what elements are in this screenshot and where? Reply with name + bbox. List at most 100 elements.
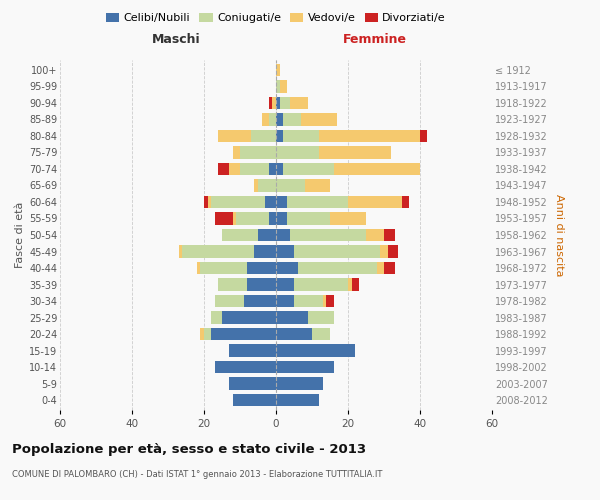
Bar xyxy=(283,113,301,126)
Bar xyxy=(269,163,276,175)
Bar xyxy=(377,262,384,274)
Bar xyxy=(258,180,276,192)
Bar xyxy=(294,278,348,290)
Bar xyxy=(294,246,380,258)
Bar xyxy=(348,196,402,208)
Bar xyxy=(283,130,319,142)
Bar xyxy=(276,246,294,258)
Bar xyxy=(388,246,398,258)
Bar xyxy=(276,344,355,357)
Bar xyxy=(265,196,276,208)
Bar xyxy=(229,378,276,390)
Bar xyxy=(204,328,211,340)
Bar xyxy=(420,130,427,142)
Bar xyxy=(308,312,334,324)
Bar xyxy=(276,212,287,224)
Bar xyxy=(301,113,337,126)
Bar xyxy=(262,113,269,126)
Bar xyxy=(276,113,283,126)
Bar xyxy=(254,246,276,258)
Text: Femmine: Femmine xyxy=(343,33,407,46)
Bar xyxy=(283,163,334,175)
Bar xyxy=(276,130,283,142)
Text: COMUNE DI PALOMBARO (CH) - Dati ISTAT 1° gennaio 2013 - Elaborazione TUTTITALIA.: COMUNE DI PALOMBARO (CH) - Dati ISTAT 1°… xyxy=(12,470,382,479)
Bar xyxy=(402,196,409,208)
Bar xyxy=(229,344,276,357)
Bar xyxy=(276,262,298,274)
Bar xyxy=(305,180,330,192)
Bar xyxy=(276,163,283,175)
Bar xyxy=(326,295,334,307)
Bar xyxy=(384,229,395,241)
Bar xyxy=(276,96,280,109)
Bar xyxy=(269,96,272,109)
Bar xyxy=(222,312,276,324)
Bar xyxy=(276,80,280,92)
Bar xyxy=(276,278,294,290)
Text: Popolazione per età, sesso e stato civile - 2013: Popolazione per età, sesso e stato civil… xyxy=(12,442,366,456)
Bar xyxy=(276,229,290,241)
Bar xyxy=(247,278,276,290)
Bar xyxy=(348,278,352,290)
Bar xyxy=(319,130,420,142)
Bar xyxy=(276,180,305,192)
Bar xyxy=(233,146,240,158)
Bar xyxy=(240,146,276,158)
Bar xyxy=(215,212,233,224)
Bar xyxy=(276,196,287,208)
Bar xyxy=(330,212,366,224)
Bar xyxy=(276,328,312,340)
Bar xyxy=(258,229,276,241)
Bar xyxy=(215,361,276,374)
Bar xyxy=(236,212,269,224)
Bar xyxy=(200,262,247,274)
Bar xyxy=(222,229,258,241)
Bar xyxy=(240,163,269,175)
Bar xyxy=(276,312,308,324)
Bar xyxy=(204,196,208,208)
Text: Maschi: Maschi xyxy=(152,33,201,46)
Bar xyxy=(218,130,251,142)
Bar xyxy=(287,196,348,208)
Bar xyxy=(319,146,391,158)
Bar xyxy=(197,262,200,274)
Bar xyxy=(179,246,182,258)
Bar xyxy=(247,262,276,274)
Bar xyxy=(287,212,330,224)
Bar xyxy=(211,312,222,324)
Bar xyxy=(323,295,326,307)
Bar xyxy=(229,163,240,175)
Bar xyxy=(272,96,276,109)
Bar xyxy=(211,328,276,340)
Bar xyxy=(290,229,366,241)
Bar xyxy=(276,361,334,374)
Bar xyxy=(294,295,323,307)
Bar xyxy=(233,394,276,406)
Bar xyxy=(276,378,323,390)
Bar xyxy=(280,96,290,109)
Bar xyxy=(276,64,280,76)
Bar xyxy=(254,180,258,192)
Bar xyxy=(269,212,276,224)
Bar xyxy=(384,262,395,274)
Legend: Celibi/Nubili, Coniugati/e, Vedovi/e, Divorziati/e: Celibi/Nubili, Coniugati/e, Vedovi/e, Di… xyxy=(101,8,451,28)
Bar xyxy=(280,80,287,92)
Bar xyxy=(218,278,247,290)
Bar xyxy=(352,278,359,290)
Bar xyxy=(276,295,294,307)
Bar xyxy=(218,163,229,175)
Bar xyxy=(334,163,420,175)
Bar xyxy=(208,196,211,208)
Bar xyxy=(298,262,377,274)
Bar xyxy=(182,246,254,258)
Bar xyxy=(290,96,308,109)
Y-axis label: Fasce di età: Fasce di età xyxy=(14,202,25,268)
Bar xyxy=(215,295,244,307)
Bar xyxy=(366,229,384,241)
Bar xyxy=(380,246,388,258)
Bar xyxy=(200,328,204,340)
Bar xyxy=(269,113,276,126)
Bar xyxy=(244,295,276,307)
Bar xyxy=(233,212,236,224)
Bar xyxy=(276,146,319,158)
